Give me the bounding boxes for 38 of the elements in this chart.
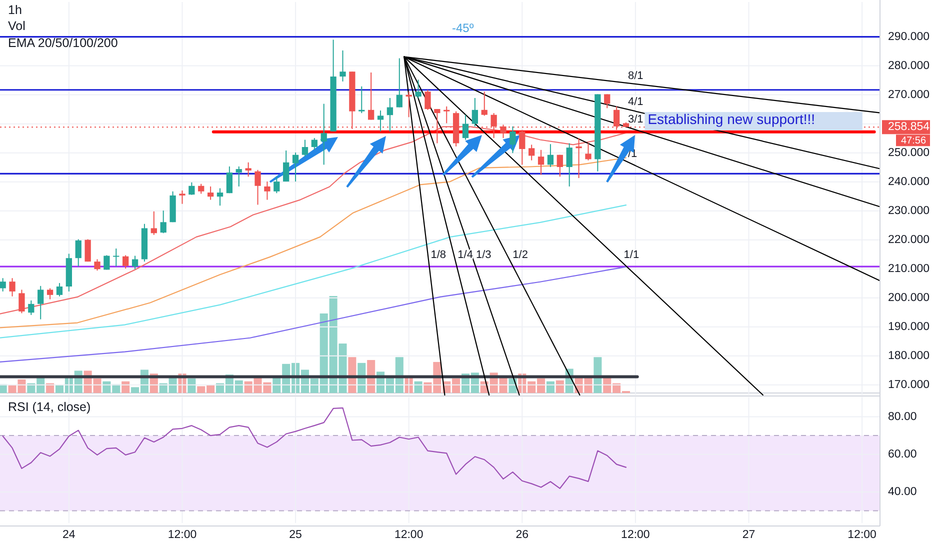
chart-title: 1h — [8, 3, 22, 17]
x-tick-label: 24 — [62, 529, 76, 541]
x-tick-label: 12:00 — [168, 529, 197, 541]
y-tick-label: 250.000 — [888, 146, 930, 159]
series-label: 3/1 — [628, 114, 644, 126]
y-tick-label: 210.000 — [888, 262, 930, 275]
y-tick-label: 200.000 — [888, 292, 930, 304]
x-tick-label: 12:00 — [394, 529, 424, 541]
text: 47:56 — [901, 135, 926, 146]
series-label: 1/8 — [430, 249, 446, 261]
y-tick-label: 60.00 — [888, 448, 917, 460]
y-tick-label: 270.000 — [888, 88, 930, 101]
chart-title: RSI (14, close) — [8, 400, 91, 414]
y-tick-label: 40.00 — [888, 486, 917, 498]
series-label: 4/1 — [628, 96, 644, 108]
y-tick-label: 240.000 — [888, 176, 930, 188]
chart-title: Vol — [8, 19, 26, 33]
annotation: Establishing new support!!! — [648, 110, 816, 127]
series-label: 8/1 — [628, 70, 644, 82]
y-tick-label: 290.000 — [888, 30, 930, 43]
series-label: 1/2 — [512, 249, 528, 261]
annotation: -45º — [452, 21, 474, 35]
x-tick-label: 12:00 — [621, 529, 650, 541]
y-tick-label: 230.000 — [888, 204, 930, 217]
text: EMA 20/50/100/200 — [8, 36, 118, 50]
x-tick-label: 25 — [289, 529, 302, 541]
series-label: 1/1 — [624, 249, 640, 261]
y-tick-label: 220.000 — [888, 234, 930, 246]
series-label: 1/3 — [476, 249, 492, 261]
y-tick-label: 80.00 — [888, 410, 917, 423]
ref-line-label: 258.854 — [888, 121, 930, 134]
y-tick-label: 180.000 — [888, 350, 930, 362]
y-tick-label: 280.000 — [888, 60, 930, 72]
x-tick-label: 27 — [742, 529, 756, 541]
y-tick-label: 170.000 — [888, 378, 930, 391]
y-tick-label: 190.000 — [888, 320, 930, 333]
x-tick-label: 26 — [516, 529, 529, 541]
x-tick-label: 12:00 — [848, 529, 876, 541]
